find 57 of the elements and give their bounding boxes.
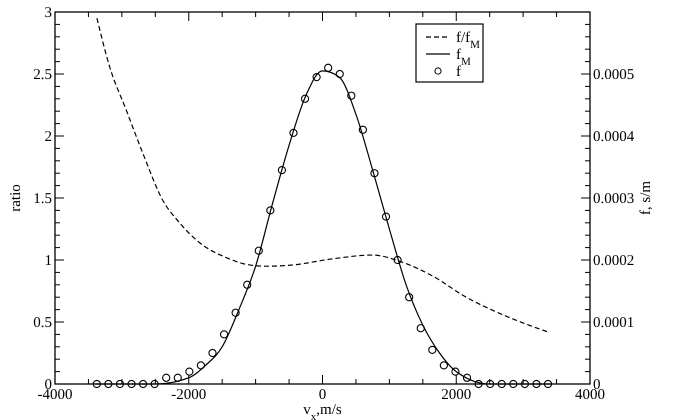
x-tick-label: -2000 [171, 387, 206, 403]
point [520, 380, 529, 388]
point [196, 361, 206, 370]
point [289, 128, 298, 138]
point [92, 380, 101, 388]
point [278, 166, 286, 174]
point [451, 367, 460, 376]
point [162, 374, 170, 382]
x-tick-label: 2000 [441, 387, 472, 403]
x-tick-label: 0 [318, 387, 326, 403]
y-tick-label: 2.5 [33, 67, 52, 83]
point [116, 380, 124, 388]
point [220, 330, 228, 339]
point [405, 293, 414, 302]
point [127, 380, 136, 388]
x-axis-title: v$_{x}$,m/s [303, 402, 342, 420]
point [138, 380, 148, 388]
point [312, 72, 321, 82]
y2-tick-label: 0.0004 [593, 129, 635, 145]
point [185, 367, 194, 376]
y-tick-label: 1.5 [33, 191, 52, 207]
y-tick-label: 1 [44, 253, 52, 269]
point [300, 94, 310, 103]
y-tick-label: 3 [44, 5, 52, 21]
y2-axis-title: f, s/m [638, 180, 654, 216]
y2-tick-label: 0.0001 [593, 315, 634, 331]
y2-tick-label: 0.0005 [593, 67, 634, 83]
point [324, 64, 332, 72]
point [393, 256, 402, 264]
point [462, 374, 472, 382]
point [254, 246, 263, 255]
point [382, 212, 390, 221]
y-tick-label: 2 [44, 129, 52, 145]
point [428, 346, 436, 354]
point [486, 380, 494, 388]
legend-label: f [456, 64, 461, 80]
point [474, 380, 483, 388]
point [336, 70, 344, 78]
point [104, 380, 112, 388]
point [174, 374, 182, 382]
point [416, 324, 425, 332]
point [347, 92, 356, 100]
point [266, 206, 274, 215]
y-tick-label: 0.5 [33, 315, 52, 331]
point [532, 380, 541, 388]
y2-tick-label: 0.0002 [593, 253, 634, 269]
point [150, 380, 159, 388]
point [232, 308, 240, 317]
point [358, 126, 368, 134]
point [208, 348, 217, 358]
point [498, 380, 506, 388]
point [243, 280, 252, 289]
point [509, 380, 518, 388]
y-axis-title: ratio [8, 184, 24, 212]
point [370, 169, 379, 178]
y2-tick-label: 0.0003 [593, 191, 634, 207]
point [440, 361, 448, 370]
